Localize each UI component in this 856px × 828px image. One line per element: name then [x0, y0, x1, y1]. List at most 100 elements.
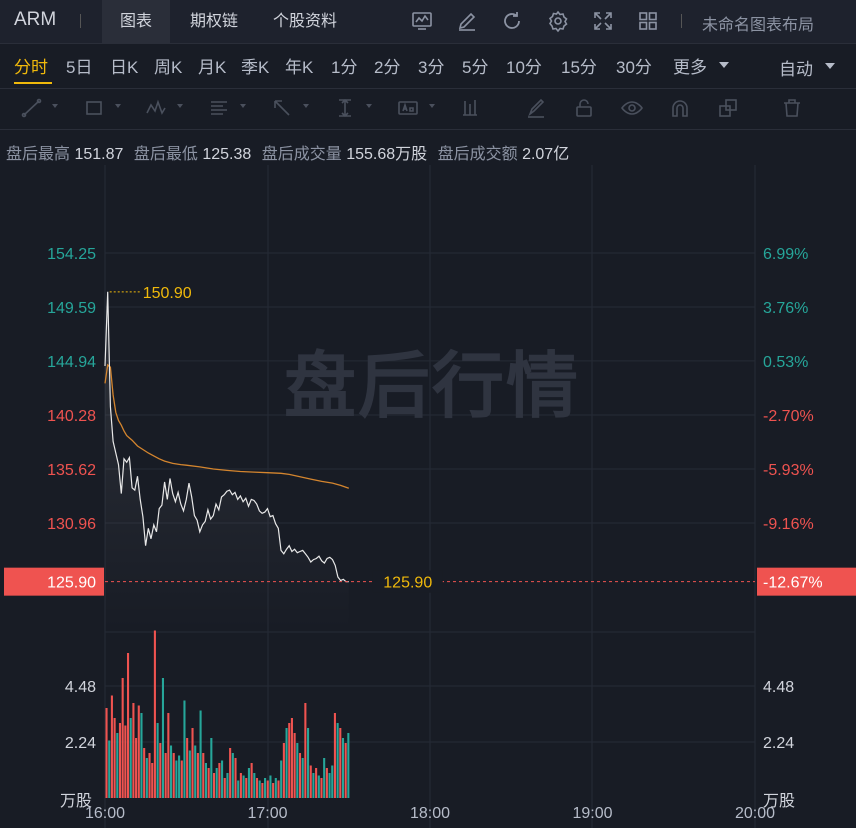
eye-icon[interactable]: [620, 96, 644, 120]
pattern-icon[interactable]: [144, 96, 168, 120]
volume-bar: [307, 728, 310, 798]
period-intraday[interactable]: 分时: [14, 58, 48, 77]
edit-pen-icon[interactable]: [455, 9, 479, 33]
price-area: [105, 291, 349, 632]
volume-bar: [161, 678, 165, 798]
volume-bar: [172, 753, 175, 798]
brush-icon[interactable]: [524, 96, 548, 120]
trend-line-icon[interactable]: [20, 96, 44, 120]
volume-bar: [202, 753, 205, 798]
current-change-label: -12.67%: [763, 575, 823, 592]
low-label: 盘后最低: [133, 146, 198, 163]
caret-down-icon[interactable]: [52, 104, 58, 108]
volume-bar: [280, 760, 283, 798]
volume-value: 155.68万股: [346, 146, 428, 163]
caret-down-icon[interactable]: [366, 104, 372, 108]
period-weekly[interactable]: 周K: [154, 58, 183, 77]
volume-bar: [339, 728, 342, 798]
volume-bar: [156, 723, 159, 798]
layout-grid-icon[interactable]: [636, 9, 660, 33]
active-period-underline: [14, 82, 52, 84]
volume-bar: [178, 755, 181, 798]
period-more[interactable]: 更多: [673, 58, 707, 77]
divider: [681, 14, 682, 28]
period-yearly[interactable]: 年K: [285, 58, 314, 77]
caret-down-icon[interactable]: [177, 104, 183, 108]
volume-bar: [199, 710, 202, 798]
axis-labels: 154.25 149.59 144.94 140.28 135.62 130.96 6.99…: [47, 246, 814, 822]
volume-bar: [328, 773, 331, 798]
layout-name[interactable]: 未命名图表布局: [702, 17, 815, 34]
period-monthly[interactable]: 月K: [198, 58, 227, 77]
period-15min[interactable]: 15分: [561, 58, 597, 77]
period-5d[interactable]: 5日: [66, 58, 93, 77]
volume-bar: [118, 723, 122, 798]
price-tick-label: 154.25: [47, 246, 96, 263]
bar-marker-icon[interactable]: [458, 96, 482, 120]
stock-symbol[interactable]: ARM: [14, 9, 57, 30]
intraday-chart[interactable]: 150.90 125.90 -12.67% 125.90 154.25 149.59 14…: [0, 165, 856, 828]
indicator-chart-icon[interactable]: [410, 9, 434, 33]
price-line: [104, 291, 349, 583]
grid-lines: [104, 165, 756, 828]
volume-bar: [108, 740, 111, 798]
text-list-icon[interactable]: [207, 96, 231, 120]
volume-bar: [164, 753, 167, 798]
rectangle-icon[interactable]: [82, 96, 106, 120]
period-5min[interactable]: 5分: [462, 58, 489, 77]
caret-down-icon[interactable]: [303, 104, 309, 108]
caret-down-icon[interactable]: [429, 104, 435, 108]
period-1min[interactable]: 1分: [331, 58, 358, 77]
period-10min[interactable]: 10分: [506, 58, 542, 77]
caret-down-icon[interactable]: [240, 104, 246, 108]
magnet-icon[interactable]: [668, 96, 692, 120]
volume-bar: [347, 733, 350, 798]
volume-bar: [186, 738, 189, 798]
measure-icon[interactable]: [333, 96, 357, 120]
arrow-icon[interactable]: [270, 96, 294, 120]
period-2min[interactable]: 2分: [374, 58, 401, 77]
after-hours-stats: 盘后最高 151.87 盘后最低 125.38 盘后成交量 155.68万股 盘…: [6, 140, 575, 164]
caret-down-icon[interactable]: [115, 104, 121, 108]
volume-bar: [167, 713, 170, 798]
volume-bar: [223, 778, 226, 798]
tab-chart[interactable]: 图表: [102, 0, 170, 43]
volume-bar: [341, 738, 345, 798]
current-price-badge: [4, 567, 104, 596]
label-box-icon[interactable]: [396, 96, 420, 120]
time-tick-label: 16:00: [85, 805, 125, 822]
chevron-down-icon[interactable]: [825, 63, 835, 69]
volume-bar: [226, 773, 229, 798]
layers-icon[interactable]: [716, 96, 740, 120]
high-value: 151.87: [74, 146, 124, 163]
watermark-text: 盘后行情: [284, 344, 581, 428]
volume-bars: [105, 630, 350, 798]
volume-bar: [320, 778, 323, 798]
settings-gear-icon[interactable]: [546, 9, 570, 33]
volume-bar: [132, 703, 135, 798]
volume-bar: [264, 778, 267, 798]
period-3min[interactable]: 3分: [418, 58, 445, 77]
volume-tick-label: 4.48: [763, 679, 794, 696]
chevron-down-icon[interactable]: [719, 62, 729, 68]
lock-icon[interactable]: [572, 96, 596, 120]
current-price-label: 125.90: [47, 575, 96, 592]
tab-company-profile[interactable]: 个股资料: [272, 13, 337, 30]
period-daily[interactable]: 日K: [110, 58, 139, 77]
period-quarterly[interactable]: 季K: [241, 58, 270, 77]
fullscreen-icon[interactable]: [591, 9, 615, 33]
volume-bar: [255, 778, 259, 798]
refresh-icon[interactable]: [500, 9, 524, 33]
trash-icon[interactable]: [780, 96, 804, 120]
period-30min[interactable]: 30分: [616, 58, 652, 77]
volume-bar: [298, 753, 302, 798]
volume-bar: [126, 653, 130, 798]
price-tick-label: 149.59: [47, 300, 96, 317]
volume-bar: [137, 705, 140, 798]
time-tick-label: 18:00: [410, 805, 450, 822]
volume-bar: [245, 778, 248, 798]
tab-options-chain[interactable]: 期权链: [189, 13, 238, 30]
scale-mode-select[interactable]: 自动: [779, 60, 813, 79]
percent-tick-label: -5.93%: [763, 462, 814, 479]
volume-bar: [231, 753, 234, 798]
